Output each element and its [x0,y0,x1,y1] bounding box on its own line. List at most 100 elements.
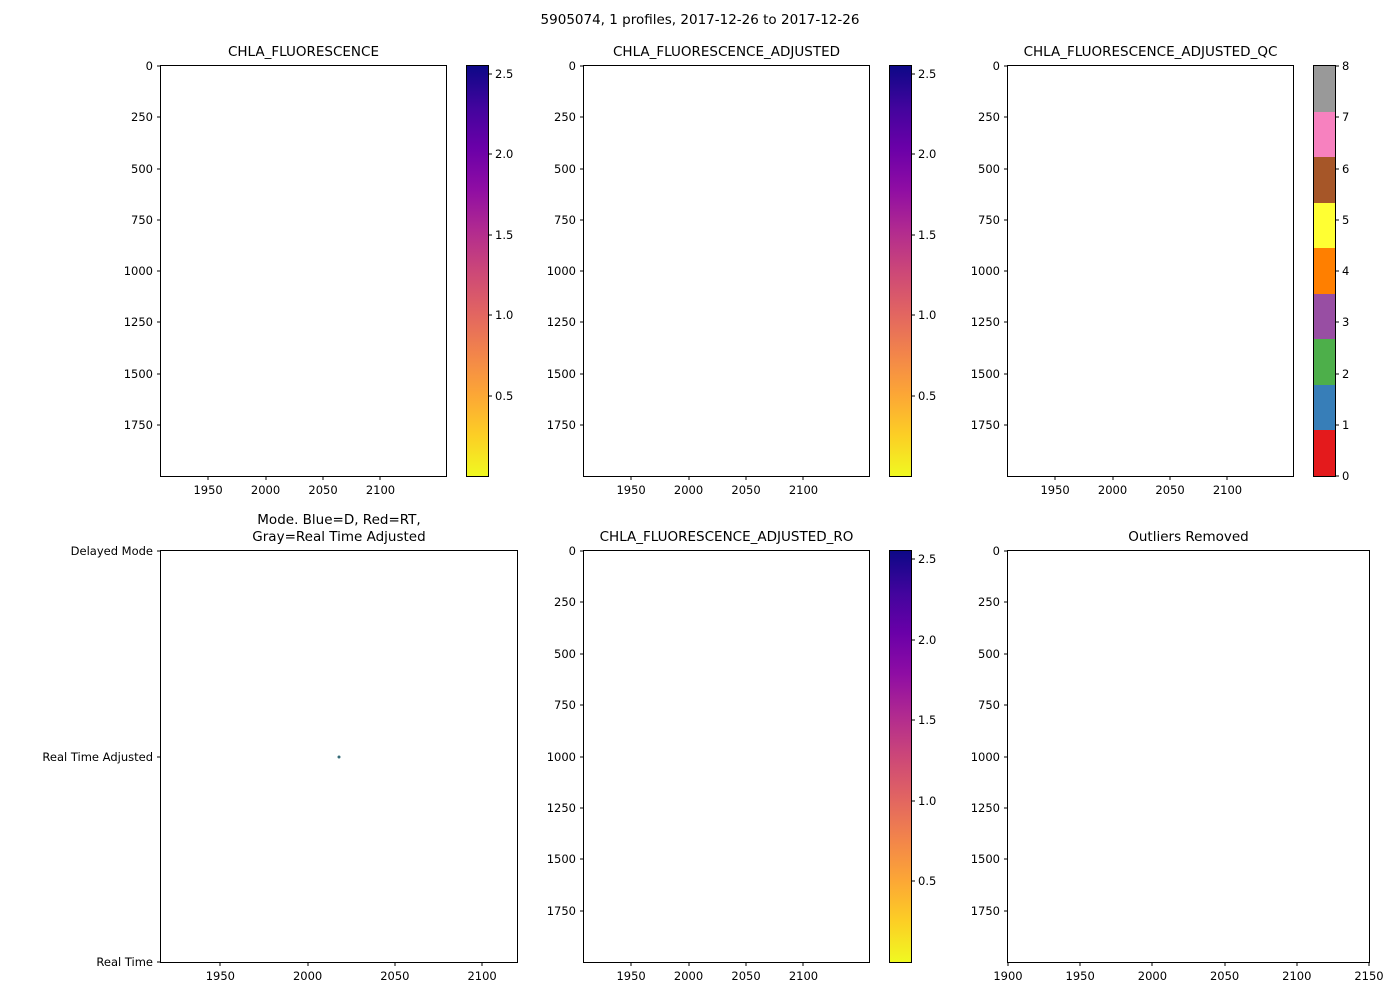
colorbar-tick-label: 1 [1342,417,1350,432]
colorbar-tick-mark [911,314,915,316]
x-tick-mark [630,476,632,480]
y-tick-mark [157,321,161,323]
scatter-point [337,755,341,758]
colorbar-tick-label: 7 [1342,110,1350,125]
colorbar-segment [1314,293,1335,340]
colorbar-tick-mark [488,153,492,155]
y-tick-label: 1750 [546,417,576,432]
x-tick-mark [1007,962,1009,966]
y-tick-label: 1250 [970,800,1000,815]
colorbar-tick-label: 2.0 [918,632,937,647]
figure-title: 5905074, 1 profiles, 2017-12-26 to 2017-… [540,12,860,28]
colorbar-tick-mark [911,395,915,397]
y-tick-label: 750 [554,698,576,713]
y-tick-label: Real Time Adjusted [42,749,153,764]
x-tick-mark [802,476,804,480]
x-tick-label: 2000 [673,483,704,497]
colorbar-tick-label: 1.5 [495,227,514,242]
x-tick-mark [1054,476,1056,480]
y-tick-mark [1004,116,1008,118]
y-tick-mark [1004,373,1008,374]
colorbar-tick-mark [911,639,915,641]
y-tick-mark [580,65,584,67]
x-tick-label: 1950 [616,969,646,983]
y-tick-label: 1000 [123,264,153,278]
x-tick-mark [1368,962,1370,966]
colorbar-tick-label: 5 [1342,212,1350,227]
y-tick-mark [157,116,161,118]
x-tick-label: 2050 [1155,483,1185,497]
colorbar-tick-mark [488,73,492,75]
y-tick-mark [580,168,584,169]
x-tick-mark [307,962,309,966]
y-tick-mark [1004,168,1008,169]
x-tick-mark [207,476,209,480]
colorbar-tick-label: 6 [1342,161,1350,176]
y-tick-label: 1500 [546,852,576,867]
colorbar-tick-label: 0.5 [495,388,514,403]
x-tick-mark [1151,962,1153,966]
x-tick-label: 1950 [193,483,223,497]
y-tick-label: 0 [992,59,1000,73]
y-tick-mark [1004,858,1008,860]
colorbar-tick-mark [911,800,915,802]
colorbar-tick-label: 4 [1342,264,1350,278]
y-tick-label: 500 [978,646,1000,661]
chart-title-chla-fluorescence-adjusted-qc: CHLA_FLUORESCENCE_ADJUSTED_QC [1023,44,1278,60]
y-tick-mark [580,601,584,603]
axes-outliers-removed: 1900 1950 2000 2050 2100 2150 0 250 500 750 1000 12… [971,544,1384,983]
x-tick-mark [1112,476,1114,480]
axes-mode: 1950 2000 2050 2100 Delayed Mode Real Time Ad… [42,544,518,983]
y-tick-mark [1004,550,1008,552]
axes-chla-fluorescence-adjusted: 1950 2000 2050 2100 0 250 500 750 1000 1250 1500 17… [547,59,870,497]
x-tick-mark [481,962,483,966]
colorbar-chla-fluorescence-adjusted: 0.5 1.0 1.5 2.0 2.5 [889,65,936,477]
y-tick-mark [1004,270,1008,272]
y-tick-label: 1500 [970,366,1000,381]
y-tick-label: 1250 [970,315,1000,330]
colorbar-tick-mark [911,880,915,882]
colorbar-segment [1314,384,1335,431]
x-tick-mark [1079,962,1081,966]
colorbar-segment [1314,202,1335,249]
y-tick-label: Real Time [96,955,153,969]
y-tick-label: 750 [554,212,576,227]
colorbar-tick-mark [1335,424,1339,426]
y-tick-label: 250 [978,595,1000,610]
y-tick-label: 250 [131,110,153,125]
y-tick-mark [580,910,584,912]
y-tick-label: 1500 [970,852,1000,867]
y-tick-mark [157,373,161,374]
x-tick-label: 2100 [365,483,396,497]
colorbar-tick-mark [911,234,915,236]
colorbar-chla-fluorescence-adjusted-qc: 0 1 2 3 4 5 6 7 8 [1313,59,1349,483]
colorbar-tick-label: 0.5 [918,874,937,889]
y-tick-mark [580,270,584,272]
y-tick-mark [580,116,584,118]
colorbar-tick-mark [911,719,915,721]
colorbar-tick-label: 0.5 [918,388,937,403]
x-tick-mark [322,476,324,480]
colorbar-segment [1314,66,1335,112]
x-tick-mark [688,962,690,966]
y-tick-mark [1004,321,1008,323]
y-tick-mark [580,424,584,426]
y-tick-label: 750 [131,212,153,227]
axes-chla-fluorescence: 1950 2000 2050 2100 0 250 500 750 1000 1250 1500 17… [124,59,447,497]
x-tick-mark [219,962,221,966]
x-tick-label: 2050 [308,483,338,497]
y-tick-label: Delayed Mode [70,544,153,558]
colorbar-tick-label: 8 [1342,59,1350,73]
y-tick-mark [1004,756,1008,757]
x-tick-mark [745,962,747,966]
y-tick-mark [1004,653,1008,655]
x-tick-label: 2000 [292,969,323,983]
x-tick-label: 1950 [616,483,646,497]
y-tick-label: 1750 [970,417,1000,432]
colorbar-tick-mark [1335,270,1339,272]
colorbar-tick-label: 1.5 [918,227,937,242]
y-tick-label: 1750 [970,903,1000,918]
x-tick-label: 1950 [205,969,235,983]
y-tick-mark [157,270,161,272]
y-tick-label: 0 [145,59,153,73]
